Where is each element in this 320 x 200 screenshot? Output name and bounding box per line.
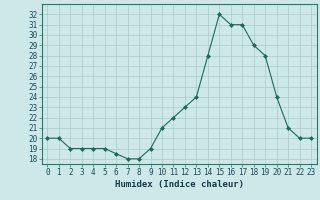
X-axis label: Humidex (Indice chaleur): Humidex (Indice chaleur)	[115, 180, 244, 189]
